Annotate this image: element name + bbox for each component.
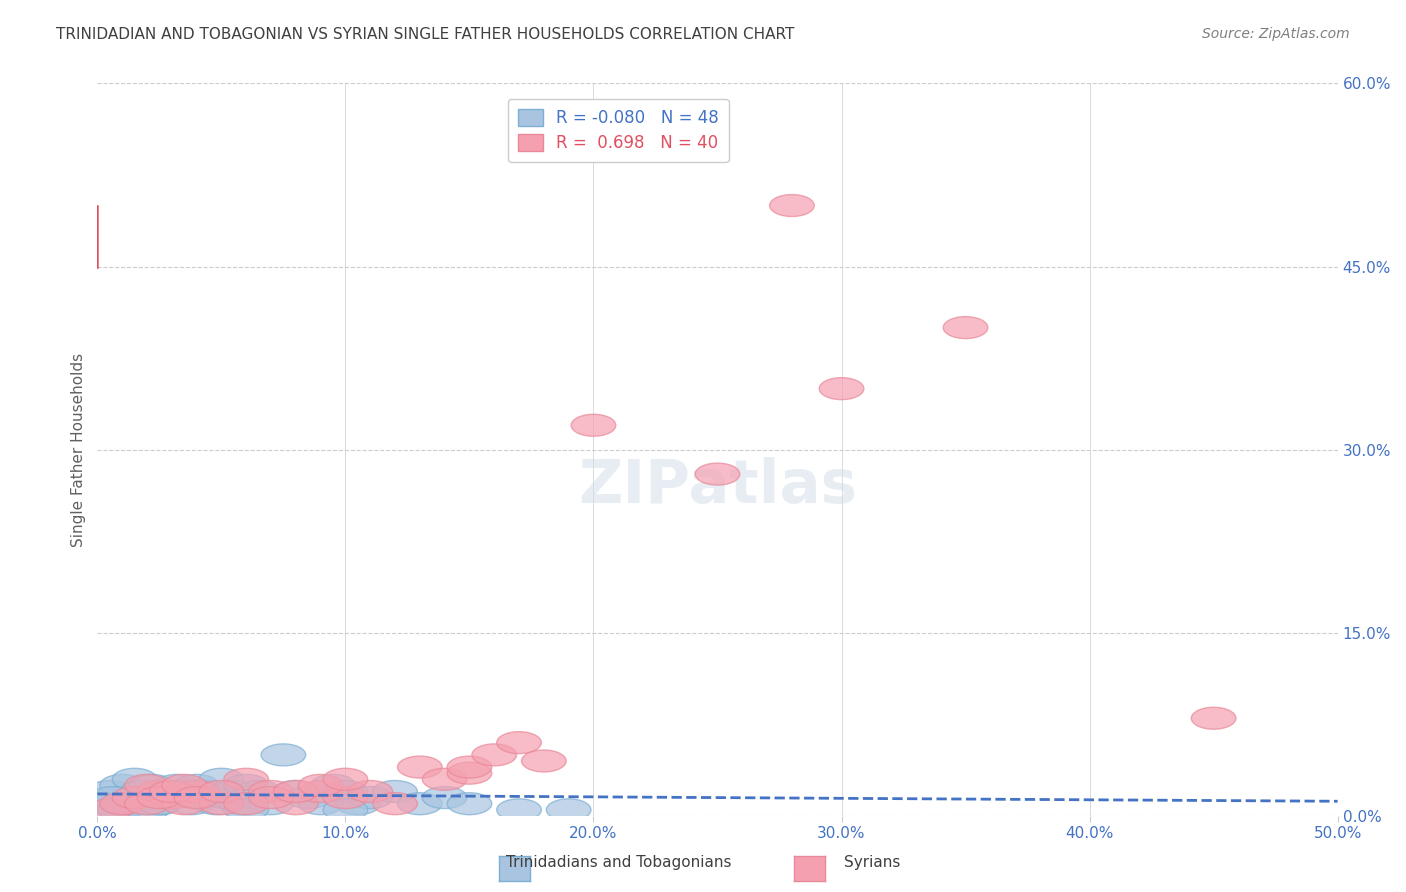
Ellipse shape [162, 774, 207, 797]
Ellipse shape [136, 793, 181, 814]
Ellipse shape [219, 793, 263, 814]
Ellipse shape [136, 793, 181, 814]
Ellipse shape [496, 799, 541, 821]
Ellipse shape [422, 768, 467, 790]
Ellipse shape [274, 780, 318, 803]
Ellipse shape [155, 774, 200, 797]
Ellipse shape [211, 780, 256, 803]
Ellipse shape [285, 787, 330, 808]
Ellipse shape [236, 780, 281, 803]
Ellipse shape [311, 774, 356, 797]
Ellipse shape [323, 787, 368, 808]
Ellipse shape [112, 793, 157, 814]
Ellipse shape [447, 756, 492, 778]
Ellipse shape [112, 768, 157, 790]
Ellipse shape [200, 768, 243, 790]
Ellipse shape [169, 793, 214, 814]
Ellipse shape [97, 799, 142, 821]
Ellipse shape [149, 787, 194, 808]
Ellipse shape [87, 799, 132, 821]
Ellipse shape [398, 756, 441, 778]
Text: ZIPatlas: ZIPatlas [578, 457, 858, 516]
Ellipse shape [200, 780, 243, 803]
Ellipse shape [224, 774, 269, 797]
Ellipse shape [194, 793, 239, 814]
Ellipse shape [224, 799, 269, 821]
Ellipse shape [249, 787, 294, 808]
Ellipse shape [125, 774, 169, 797]
Ellipse shape [274, 793, 318, 814]
Ellipse shape [298, 780, 343, 803]
Ellipse shape [262, 744, 305, 766]
Ellipse shape [162, 780, 207, 803]
Ellipse shape [162, 793, 207, 814]
Ellipse shape [100, 774, 145, 797]
Ellipse shape [174, 780, 219, 803]
Ellipse shape [112, 787, 157, 808]
Ellipse shape [472, 744, 516, 766]
Ellipse shape [447, 762, 492, 784]
Ellipse shape [336, 793, 380, 814]
Text: Trinidadians and Tobagonians: Trinidadians and Tobagonians [506, 855, 731, 870]
Ellipse shape [496, 731, 541, 754]
Text: Source: ZipAtlas.com: Source: ZipAtlas.com [1202, 27, 1350, 41]
Ellipse shape [769, 194, 814, 217]
Ellipse shape [224, 793, 269, 814]
Text: Syrians: Syrians [844, 855, 900, 870]
Ellipse shape [125, 799, 169, 821]
Text: TRINIDADIAN AND TOBAGONIAN VS SYRIAN SINGLE FATHER HOUSEHOLDS CORRELATION CHART: TRINIDADIAN AND TOBAGONIAN VS SYRIAN SIN… [56, 27, 794, 42]
Ellipse shape [347, 787, 392, 808]
Ellipse shape [323, 768, 368, 790]
Ellipse shape [125, 793, 169, 814]
Ellipse shape [943, 317, 988, 339]
Ellipse shape [298, 774, 343, 797]
Ellipse shape [447, 793, 492, 814]
Ellipse shape [129, 774, 174, 797]
Ellipse shape [274, 780, 318, 803]
Ellipse shape [136, 780, 181, 803]
Ellipse shape [105, 793, 149, 814]
Ellipse shape [204, 787, 249, 808]
Ellipse shape [249, 793, 294, 814]
Ellipse shape [347, 780, 392, 803]
Ellipse shape [422, 787, 467, 808]
Ellipse shape [174, 774, 219, 797]
Ellipse shape [373, 793, 418, 814]
Y-axis label: Single Father Households: Single Father Households [72, 352, 86, 547]
Ellipse shape [224, 768, 269, 790]
Ellipse shape [187, 780, 232, 803]
Ellipse shape [522, 750, 567, 772]
Ellipse shape [398, 793, 441, 814]
Ellipse shape [94, 787, 139, 808]
Ellipse shape [125, 787, 169, 808]
Ellipse shape [249, 780, 294, 803]
Ellipse shape [1191, 707, 1236, 730]
Ellipse shape [145, 780, 190, 803]
Ellipse shape [83, 793, 127, 814]
Ellipse shape [149, 787, 194, 808]
Ellipse shape [149, 780, 194, 803]
Ellipse shape [120, 780, 165, 803]
Ellipse shape [323, 780, 368, 803]
Legend: R = -0.080   N = 48, R =  0.698   N = 40: R = -0.080 N = 48, R = 0.698 N = 40 [508, 99, 728, 162]
Ellipse shape [174, 787, 219, 808]
Ellipse shape [200, 793, 243, 814]
Ellipse shape [136, 787, 181, 808]
Ellipse shape [571, 414, 616, 436]
Ellipse shape [820, 377, 863, 400]
Ellipse shape [179, 787, 224, 808]
Ellipse shape [695, 463, 740, 485]
Ellipse shape [323, 799, 368, 821]
Ellipse shape [229, 787, 274, 808]
Ellipse shape [87, 780, 132, 803]
Ellipse shape [100, 793, 145, 814]
Ellipse shape [373, 780, 418, 803]
Ellipse shape [547, 799, 591, 821]
Ellipse shape [90, 787, 135, 808]
Ellipse shape [298, 793, 343, 814]
